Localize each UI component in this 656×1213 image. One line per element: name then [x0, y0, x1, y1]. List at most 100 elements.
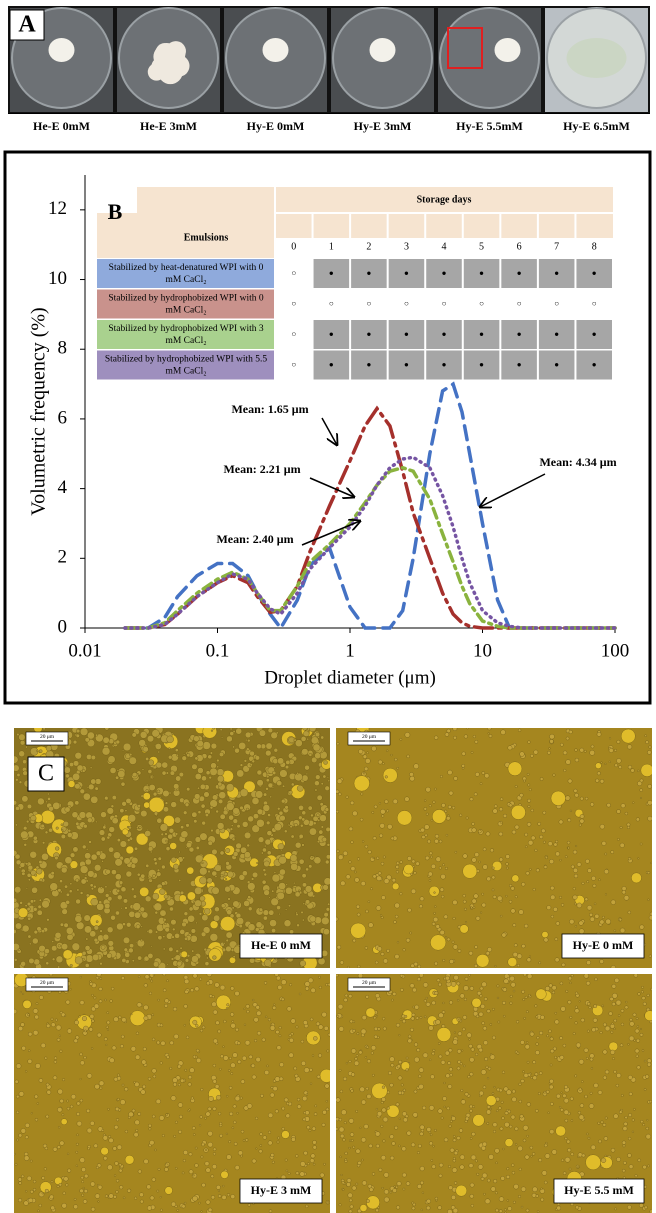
droplet — [157, 790, 160, 793]
droplet — [306, 773, 308, 775]
droplet — [129, 911, 135, 917]
droplet — [201, 1156, 203, 1158]
droplet — [199, 978, 202, 981]
droplet — [28, 935, 31, 938]
droplet — [188, 1083, 192, 1087]
droplet — [239, 924, 243, 928]
droplet — [366, 1199, 369, 1202]
droplet — [444, 1082, 446, 1084]
droplet — [454, 975, 459, 980]
droplet — [67, 934, 73, 940]
cell-mark: ● — [329, 360, 334, 369]
droplet — [567, 841, 570, 844]
droplet — [200, 1116, 203, 1119]
droplet — [612, 1057, 614, 1059]
droplet — [223, 810, 228, 815]
droplet — [152, 1178, 156, 1182]
droplet — [227, 1004, 230, 1007]
droplet — [549, 734, 554, 739]
droplet — [383, 1140, 386, 1143]
droplet — [453, 1208, 458, 1213]
droplet — [286, 884, 288, 886]
droplet — [202, 914, 208, 920]
droplet — [381, 1125, 383, 1127]
droplet — [277, 758, 283, 764]
droplet — [579, 1001, 581, 1003]
droplet — [160, 1024, 163, 1027]
droplet — [446, 816, 450, 820]
droplet — [125, 1130, 128, 1133]
droplet — [205, 962, 209, 966]
droplet — [184, 975, 188, 979]
droplet — [83, 824, 87, 828]
droplet — [269, 920, 276, 927]
droplet — [241, 1080, 245, 1084]
day-header: 0 — [291, 241, 296, 252]
droplet — [26, 862, 29, 865]
droplet — [325, 786, 330, 791]
droplet — [183, 1150, 188, 1155]
droplet — [565, 1119, 568, 1122]
droplet — [640, 789, 643, 792]
droplet — [420, 1125, 425, 1130]
droplet — [446, 1074, 450, 1078]
droplet — [163, 790, 170, 797]
droplet — [124, 1087, 128, 1091]
droplet — [640, 779, 643, 782]
droplet — [165, 927, 170, 932]
droplet — [220, 916, 235, 931]
droplet — [229, 1112, 233, 1116]
droplet — [117, 895, 122, 900]
droplet — [111, 869, 116, 874]
droplet — [490, 1023, 492, 1025]
droplet — [517, 1052, 519, 1054]
droplet — [465, 921, 467, 923]
droplet — [640, 843, 642, 845]
droplet — [381, 896, 385, 900]
droplet — [529, 788, 531, 790]
droplet — [132, 960, 134, 962]
droplet — [150, 1196, 154, 1200]
droplet — [59, 1035, 61, 1037]
droplet — [450, 1148, 454, 1152]
droplet — [319, 830, 323, 834]
droplet — [636, 1055, 639, 1058]
droplet — [15, 854, 20, 859]
droplet — [57, 1185, 59, 1187]
droplet — [544, 1091, 546, 1093]
droplet — [298, 805, 303, 810]
droplet — [620, 826, 622, 828]
droplet — [325, 860, 329, 864]
droplet — [269, 897, 271, 899]
droplet — [192, 1127, 195, 1130]
droplet — [280, 770, 288, 778]
droplet — [367, 1094, 372, 1099]
droplet — [600, 1031, 603, 1034]
droplet — [175, 1121, 177, 1123]
droplet — [396, 1206, 400, 1210]
droplet — [408, 1035, 411, 1038]
droplet — [638, 858, 640, 860]
droplet — [279, 882, 286, 889]
droplet — [429, 1059, 431, 1061]
droplet — [448, 770, 453, 775]
droplet — [79, 1016, 81, 1018]
droplet — [163, 918, 166, 921]
droplet — [564, 769, 567, 772]
droplet — [378, 760, 382, 764]
droplet — [185, 1069, 187, 1071]
droplet — [212, 795, 218, 801]
droplet — [351, 841, 354, 844]
droplet — [515, 896, 517, 898]
droplet — [131, 888, 134, 891]
droplet — [77, 889, 79, 891]
droplet — [248, 895, 251, 898]
droplet — [185, 990, 189, 994]
droplet — [115, 1107, 119, 1111]
droplet — [277, 1045, 281, 1049]
droplet — [536, 869, 539, 872]
droplet — [550, 895, 555, 900]
droplet — [551, 791, 566, 806]
droplet — [149, 1140, 154, 1145]
y-tick-label: 6 — [58, 407, 68, 428]
